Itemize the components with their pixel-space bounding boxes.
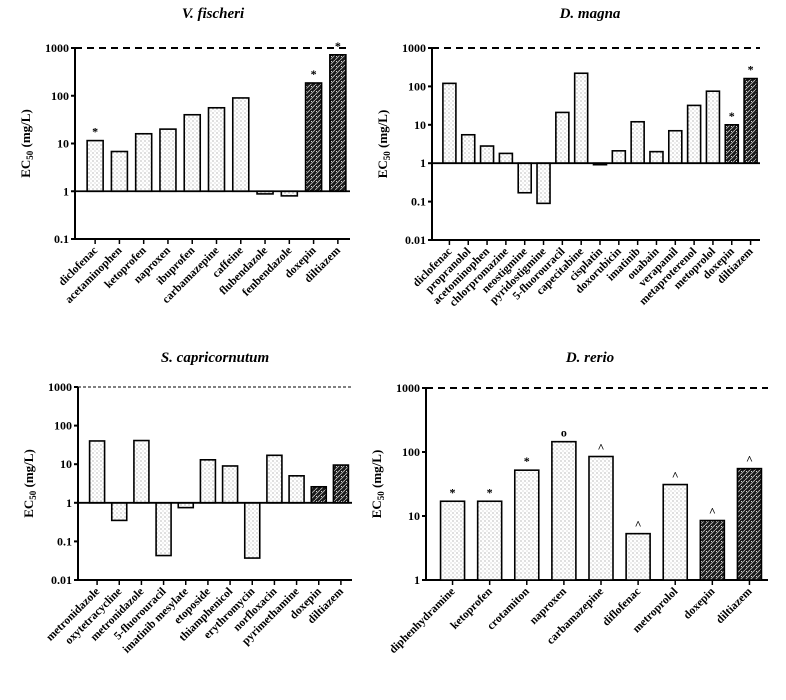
chart-panel-3: S. capricornutum EC50 (mg/L) 1000 100 10 1 0.1… <box>21 350 352 656</box>
significance-marker: ^ <box>635 518 642 532</box>
y-tick-label: 0.1 <box>411 195 426 209</box>
y-tick-label: 0.1 <box>54 232 69 246</box>
y-tick-label: 10 <box>408 509 420 523</box>
bar <box>686 104 702 165</box>
chart-title: D. magna <box>559 6 621 22</box>
significance-marker: * <box>729 109 735 123</box>
y-tick-label: 0.01 <box>405 233 426 247</box>
bar <box>705 90 721 164</box>
bar <box>536 162 551 205</box>
bar <box>662 483 689 581</box>
x-tick-label: doxepin <box>681 585 717 621</box>
significance-marker: * <box>92 125 98 139</box>
significance-marker: * <box>487 485 493 499</box>
y-axis-label: EC50 (mg/L) <box>369 450 386 519</box>
bar <box>498 152 514 165</box>
significance-marker: ^ <box>598 441 605 455</box>
bar <box>310 485 328 504</box>
significance-marker: * <box>450 485 456 499</box>
bar <box>476 500 503 581</box>
y-tick-label: 1000 <box>396 381 420 395</box>
y-tick-label: 1 <box>66 496 72 510</box>
y-tick-label: 1 <box>420 156 426 170</box>
bar <box>460 133 476 164</box>
bar <box>736 467 763 581</box>
significance-marker: * <box>311 67 317 81</box>
bar <box>573 72 589 164</box>
bar <box>517 162 533 194</box>
y-tick-label: 100 <box>51 89 69 103</box>
bar <box>551 440 577 581</box>
bar <box>442 82 457 165</box>
bar <box>630 120 645 164</box>
bar <box>88 440 106 504</box>
bar <box>667 129 683 164</box>
bar <box>199 459 217 504</box>
significance-marker: * <box>335 39 341 53</box>
chart-title: S. capricornutum <box>161 350 269 366</box>
bar <box>329 54 347 193</box>
bar <box>439 500 466 581</box>
bar <box>243 501 261 559</box>
bar <box>231 97 250 193</box>
y-tick-label: 1 <box>414 573 420 587</box>
bar <box>155 501 172 557</box>
y-tick-label: 100 <box>408 79 426 93</box>
chart-title: D. rerio <box>565 350 614 366</box>
y-tick-label: 100 <box>402 445 420 459</box>
bar <box>513 469 540 581</box>
bar <box>266 454 283 504</box>
bar <box>724 124 740 165</box>
x-tick-label: diltiazem <box>714 585 755 626</box>
y-tick-label: 1000 <box>402 41 426 55</box>
bar <box>743 77 758 164</box>
y-tick-label: 1 <box>63 184 69 198</box>
y-tick-label: 10 <box>414 118 426 132</box>
bar <box>183 113 202 193</box>
bar <box>86 139 104 193</box>
bar <box>332 464 350 504</box>
bar <box>479 145 495 164</box>
y-tick-label: 0.1 <box>57 534 72 548</box>
bar <box>133 439 150 504</box>
bar <box>611 150 627 165</box>
x-tick-label: diphenhydramine <box>387 586 457 656</box>
y-tick-label: 1000 <box>48 380 72 394</box>
bar <box>555 111 570 165</box>
y-tick-label: 10 <box>57 137 69 151</box>
y-axis-label: EC50 (mg/L) <box>375 110 392 179</box>
significance-marker: ^ <box>672 469 679 483</box>
bar <box>207 106 226 193</box>
y-axis-label: EC50 (mg/L) <box>18 109 35 178</box>
bar <box>221 465 239 504</box>
y-tick-label: 0.01 <box>51 573 72 587</box>
significance-marker: o <box>561 426 567 440</box>
bar <box>588 455 614 581</box>
y-tick-label: 1000 <box>45 41 69 55</box>
chart-panel-4: D. rerio EC50 (mg/L) 1000 100 10 1diphenhydra… <box>369 350 768 656</box>
significance-marker: * <box>524 454 530 468</box>
significance-marker: ^ <box>746 453 753 467</box>
bar <box>699 519 726 581</box>
significance-marker: * <box>748 63 754 77</box>
bar <box>625 532 651 581</box>
bar <box>288 475 305 504</box>
chart-title: V. fischeri <box>182 6 245 22</box>
bar <box>649 150 664 164</box>
y-tick-label: 10 <box>60 457 72 471</box>
bar <box>159 128 177 193</box>
significance-marker: ^ <box>709 505 716 519</box>
bar <box>304 82 323 193</box>
y-axis-label: EC50 (mg/L) <box>21 449 38 518</box>
bar <box>110 501 128 522</box>
bar <box>134 132 153 193</box>
y-tick-label: 100 <box>54 419 72 433</box>
bar <box>110 150 129 193</box>
